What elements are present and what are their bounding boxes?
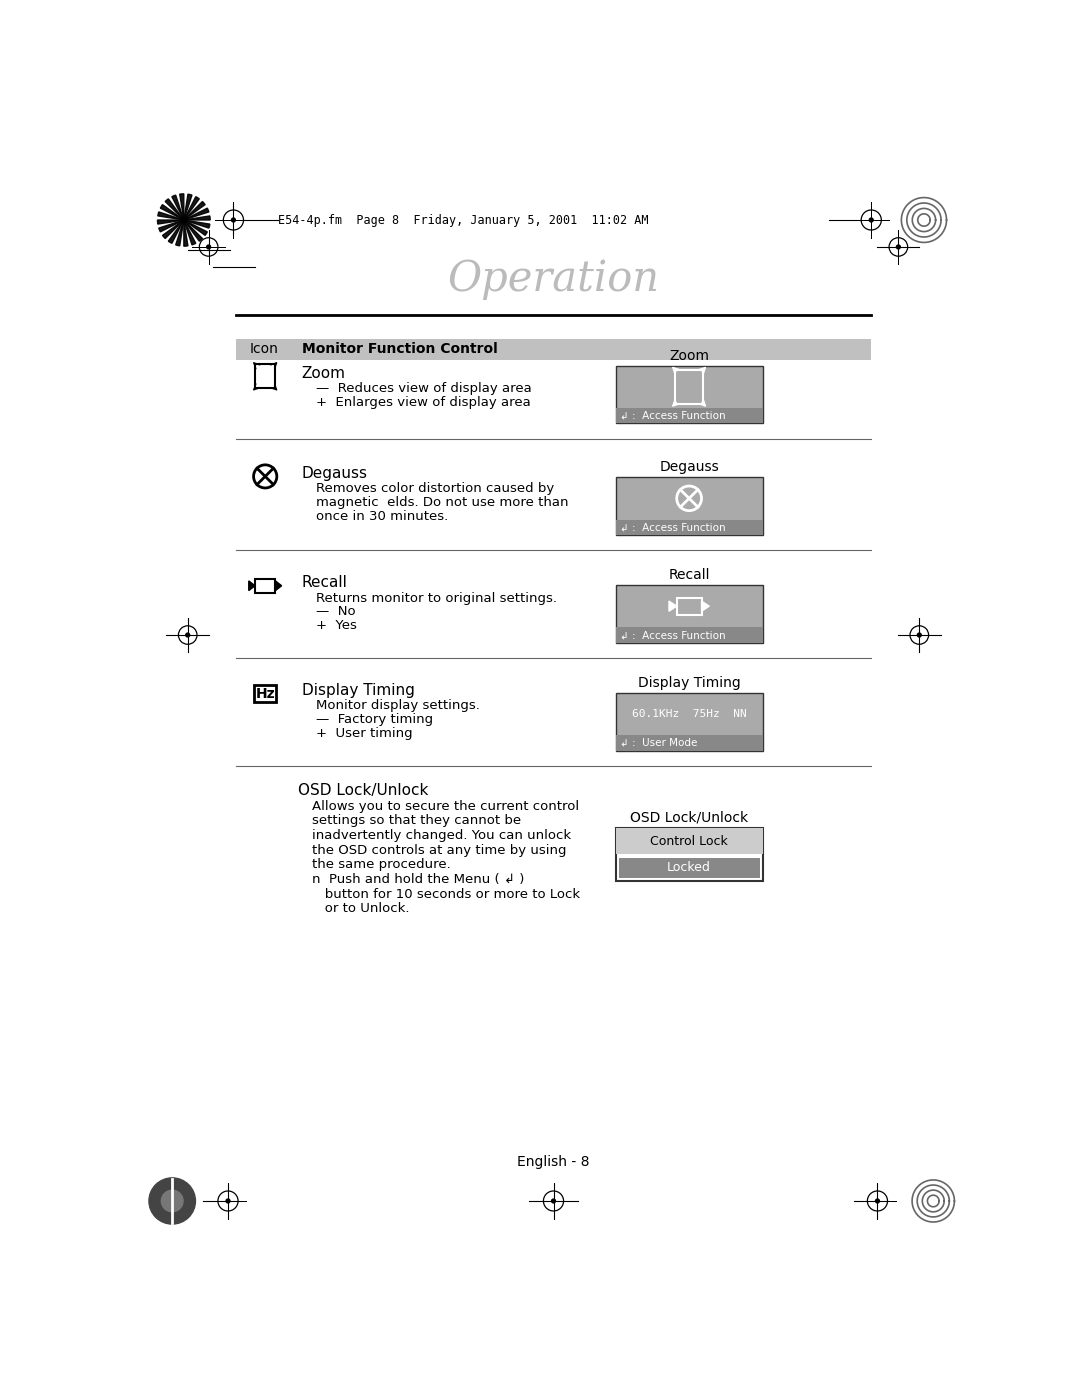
Text: settings so that they cannot be: settings so that they cannot be xyxy=(312,814,521,827)
Text: magnetic  elds. Do not use more than: magnetic elds. Do not use more than xyxy=(315,496,568,509)
Circle shape xyxy=(206,244,211,249)
Text: Monitor Function Control: Monitor Function Control xyxy=(301,342,498,356)
Circle shape xyxy=(149,1178,195,1224)
Text: Degauss: Degauss xyxy=(301,465,367,481)
Text: Zoom: Zoom xyxy=(670,348,710,362)
Polygon shape xyxy=(168,219,184,243)
Text: ↲ :  User Mode: ↲ : User Mode xyxy=(620,738,698,747)
FancyBboxPatch shape xyxy=(616,366,762,423)
FancyBboxPatch shape xyxy=(619,858,759,879)
Polygon shape xyxy=(184,219,207,235)
Polygon shape xyxy=(160,204,184,219)
Text: —  No: — No xyxy=(315,605,355,619)
Text: the same procedure.: the same procedure. xyxy=(312,858,450,872)
FancyBboxPatch shape xyxy=(616,735,762,750)
Text: OSD Lock/Unlock: OSD Lock/Unlock xyxy=(630,810,748,824)
Polygon shape xyxy=(702,601,710,612)
FancyBboxPatch shape xyxy=(616,627,762,643)
Polygon shape xyxy=(179,194,184,219)
Text: or to Unlock.: or to Unlock. xyxy=(312,902,409,915)
Text: Locked: Locked xyxy=(667,862,711,875)
FancyBboxPatch shape xyxy=(616,585,762,643)
Text: Operation: Operation xyxy=(447,257,660,299)
Text: Removes color distortion caused by: Removes color distortion caused by xyxy=(315,482,554,495)
Text: Hz: Hz xyxy=(255,686,275,700)
Text: +  Enlarges view of display area: + Enlarges view of display area xyxy=(315,395,530,409)
Polygon shape xyxy=(172,196,184,219)
Text: —  Reduces view of display area: — Reduces view of display area xyxy=(315,383,531,395)
Text: ↲ :  Access Function: ↲ : Access Function xyxy=(620,411,726,420)
Polygon shape xyxy=(184,197,200,219)
Polygon shape xyxy=(184,219,202,242)
Polygon shape xyxy=(275,581,282,591)
Polygon shape xyxy=(184,219,195,244)
Polygon shape xyxy=(248,581,255,591)
Text: once in 30 minutes.: once in 30 minutes. xyxy=(315,510,448,522)
Circle shape xyxy=(231,218,235,222)
Text: Allows you to secure the current control: Allows you to secure the current control xyxy=(312,800,579,813)
Polygon shape xyxy=(158,219,184,224)
FancyBboxPatch shape xyxy=(616,408,762,423)
Polygon shape xyxy=(184,201,205,219)
FancyBboxPatch shape xyxy=(616,827,762,855)
Polygon shape xyxy=(165,198,184,219)
Polygon shape xyxy=(176,219,184,246)
Polygon shape xyxy=(184,219,188,246)
Text: OSD Lock/Unlock: OSD Lock/Unlock xyxy=(298,782,428,798)
Polygon shape xyxy=(162,219,184,239)
Text: Degauss: Degauss xyxy=(659,460,719,474)
Text: —  Factory timing: — Factory timing xyxy=(315,714,433,726)
FancyBboxPatch shape xyxy=(616,827,762,882)
Text: ↲ :  Access Function: ↲ : Access Function xyxy=(620,630,726,640)
Text: button for 10 seconds or more to Lock: button for 10 seconds or more to Lock xyxy=(312,887,580,901)
Circle shape xyxy=(161,1190,183,1211)
Text: 60.1KHz  75Hz  NN: 60.1KHz 75Hz NN xyxy=(632,708,746,719)
Text: Icon: Icon xyxy=(249,342,279,356)
Circle shape xyxy=(552,1199,555,1203)
Circle shape xyxy=(186,633,190,637)
Polygon shape xyxy=(184,208,208,219)
FancyBboxPatch shape xyxy=(235,338,872,360)
Text: Control Lock: Control Lock xyxy=(650,834,728,848)
FancyBboxPatch shape xyxy=(616,520,762,535)
Circle shape xyxy=(876,1199,879,1203)
Text: the OSD controls at any time by using: the OSD controls at any time by using xyxy=(312,844,566,856)
Text: Display Timing: Display Timing xyxy=(301,683,415,698)
Polygon shape xyxy=(184,219,210,228)
Text: Recall: Recall xyxy=(669,569,710,583)
Polygon shape xyxy=(159,219,184,232)
Text: Recall: Recall xyxy=(301,576,348,590)
Text: Monitor display settings.: Monitor display settings. xyxy=(315,700,480,712)
Text: Display Timing: Display Timing xyxy=(638,676,741,690)
Polygon shape xyxy=(184,194,192,219)
Circle shape xyxy=(226,1199,230,1203)
Text: ↲ :  Access Function: ↲ : Access Function xyxy=(620,522,726,532)
Polygon shape xyxy=(184,217,211,219)
Circle shape xyxy=(917,633,921,637)
Circle shape xyxy=(869,218,874,222)
Text: inadvertently changed. You can unlock: inadvertently changed. You can unlock xyxy=(312,828,571,842)
FancyBboxPatch shape xyxy=(616,478,762,535)
Text: +  Yes: + Yes xyxy=(315,619,356,633)
Polygon shape xyxy=(158,212,184,219)
Text: Returns monitor to original settings.: Returns monitor to original settings. xyxy=(315,591,556,605)
Text: English - 8: English - 8 xyxy=(517,1155,590,1169)
Circle shape xyxy=(896,244,901,249)
FancyBboxPatch shape xyxy=(616,693,762,750)
Polygon shape xyxy=(669,601,677,612)
Text: Zoom: Zoom xyxy=(301,366,346,381)
Text: n  Push and hold the Menu ( ↲ ): n Push and hold the Menu ( ↲ ) xyxy=(312,873,524,886)
Text: E54-4p.fm  Page 8  Friday, January 5, 2001  11:02 AM: E54-4p.fm Page 8 Friday, January 5, 2001… xyxy=(279,214,649,226)
Text: +  User timing: + User timing xyxy=(315,726,413,740)
